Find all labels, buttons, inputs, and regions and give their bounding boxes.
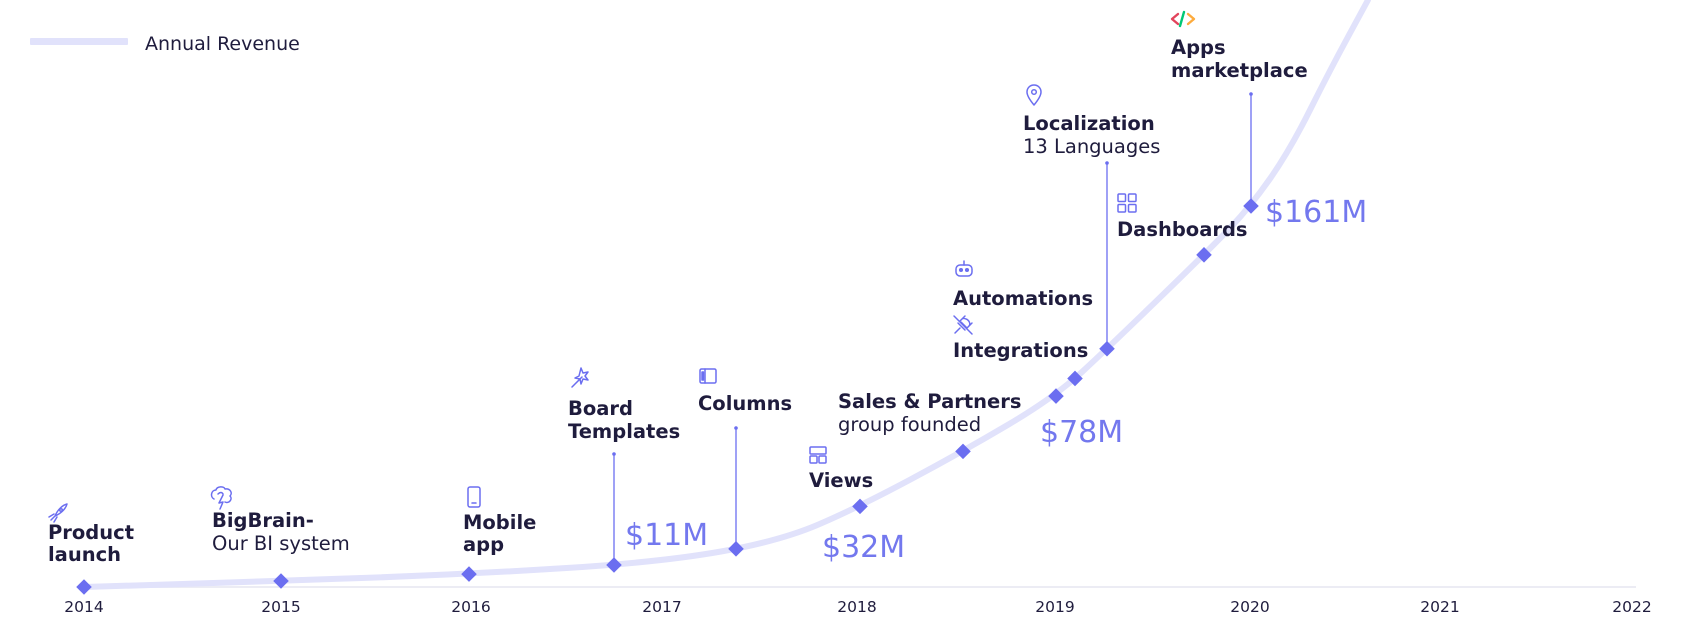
x-tick-label: 2021 [1420,598,1459,616]
x-tick-label: 2015 [261,598,300,616]
milestone-marker [461,566,477,582]
milestone-stem-dot [734,426,738,430]
plug-icon [953,315,973,335]
milestone-label-product-launch: Product [48,521,134,544]
columns-icon [699,368,717,384]
milestone-marker [1196,247,1212,263]
milestone-label-dashboards: Dashboards [1117,218,1248,241]
code-icon [1170,10,1196,28]
milestone-marker [1067,370,1083,387]
robot-icon [955,260,973,277]
milestone-markers [76,198,1259,595]
milestone-label-product-launch: launch [48,543,121,566]
milestone-icons [48,10,1196,523]
milestone-stems [612,92,1253,566]
milestone-marker [1048,388,1064,404]
x-tick-label: 2018 [837,598,876,616]
milestone-label-views: Views [809,469,873,492]
dashboard-grid-icon [1117,193,1137,213]
milestone-label-apps-marketplace: marketplace [1171,59,1308,82]
revenue-label: $11M [625,518,708,553]
x-tick-label: 2014 [64,598,103,616]
x-tick-label: 2022 [1612,598,1651,616]
milestone-marker [1099,341,1115,357]
milestone-stem-dot [1105,161,1109,165]
x-tick-label: 2019 [1035,598,1074,616]
rocket-icon [48,503,68,523]
x-axis-ticks: 2014 2015 2016 2017 2018 2019 2020 2021 2022 [64,598,1651,616]
milestone-label-columns: Columns [698,392,792,415]
milestone-label-mobile-app: app [463,533,504,556]
brain-icon [210,486,232,510]
milestone-marker [76,579,92,595]
revenue-labels: $11M $32M $78M $161M [625,195,1367,565]
x-tick-label: 2017 [642,598,681,616]
milestone-label-localization: 13 Languages [1023,135,1160,158]
x-tick-label: 2016 [451,598,490,616]
milestone-label-integrations: Integrations [953,339,1088,362]
milestone-stem-dot [612,452,616,456]
x-tick-label: 2020 [1230,598,1269,616]
layout-icon [809,446,827,464]
milestone-stem-dot [1249,92,1253,96]
milestone-marker [1243,198,1259,214]
milestone-label-board-templates: Templates [568,420,680,443]
milestone-label-bigbrain: BigBrain- [212,509,314,532]
milestone-label-sales-partners: Sales & Partners [838,390,1022,413]
revenue-curve [81,0,1371,590]
revenue-label: $161M [1265,195,1367,230]
revenue-label: $32M [822,530,905,565]
milestone-marker [606,557,622,573]
milestone-label-mobile-app: Mobile [463,511,536,534]
milestone-label-sales-partners: group founded [838,413,981,436]
magic-wand-icon [571,367,589,388]
legend-swatch [30,38,128,45]
revenue-label: $78M [1040,415,1123,450]
phone-icon [467,486,481,508]
milestone-label-board-templates: Board [568,397,633,420]
milestone-label-automations: Automations [953,287,1093,310]
milestone-label-apps-marketplace: Apps [1171,36,1226,59]
legend-label: Annual Revenue [145,33,300,55]
milestone-label-bigbrain: Our BI system [212,532,350,555]
milestone-marker [728,541,744,557]
milestone-label-localization: Localization [1023,112,1155,135]
location-pin-icon [1026,84,1042,106]
legend: Annual Revenue [30,33,300,55]
